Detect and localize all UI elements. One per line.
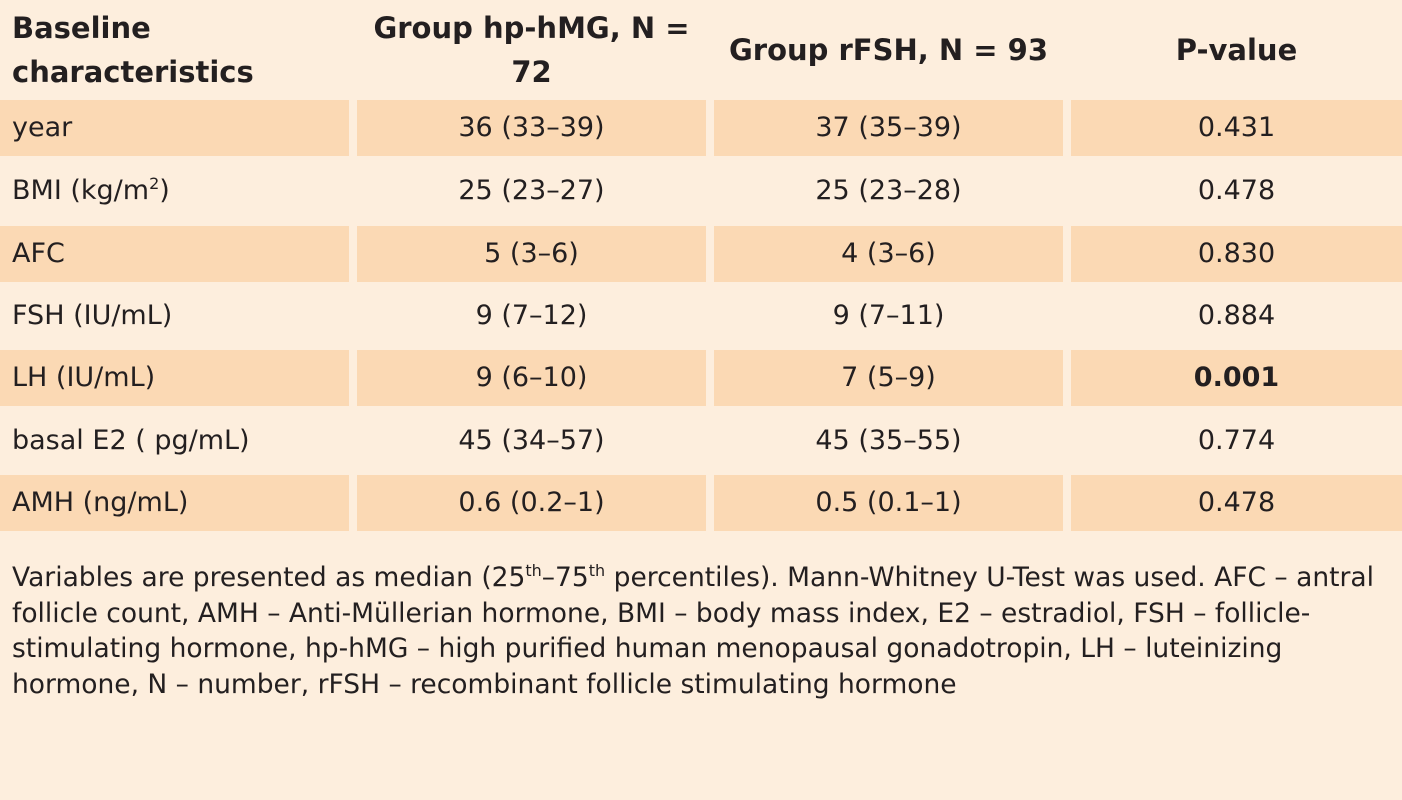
table-header: Baseline characteristics Group hp-hMG, N… <box>0 0 1402 100</box>
cell-hp-hmg: 36 (33–39) <box>357 100 706 156</box>
cell-p-value: 0.830 <box>1071 226 1402 282</box>
cell-rfsh: 37 (35–39) <box>714 100 1063 156</box>
header-group-hp-hmg: Group hp-hMG, N = 72 <box>373 11 690 89</box>
cell-hp-hmg: 5 (3–6) <box>357 226 706 282</box>
cell-hp-hmg: 45 (34–57) <box>458 425 605 456</box>
table-row: LH (IU/mL) 9 (6–10) 7 (5–9) 0.001 <box>0 350 1402 406</box>
header-group-rfsh: Group rFSH, N = 93 <box>728 33 1049 67</box>
cell-p-value: 0.478 <box>1197 175 1276 206</box>
cell-hp-hmg: 9 (6–10) <box>357 350 706 406</box>
header-p-value: P-value <box>1175 33 1298 67</box>
cell-rfsh: 4 (3–6) <box>714 226 1063 282</box>
table-row: AMH (ng/mL) 0.6 (0.2–1) 0.5 (0.1–1) 0.478 <box>0 475 1402 531</box>
row-label: LH (IU/mL) <box>0 350 349 406</box>
table-row: BMI (kg/m2) 25 (23–27) 25 (23–28) 0.478 <box>0 163 1402 219</box>
cell-p-value: 0.774 <box>1197 425 1276 456</box>
cell-rfsh: 25 (23–28) <box>815 175 962 206</box>
table-footnote: Variables are presented as median (25th–… <box>12 561 1375 700</box>
row-label: AMH (ng/mL) <box>0 475 349 531</box>
row-label: BMI (kg/m2) <box>12 174 170 206</box>
table-row: basal E2 ( pg/mL) 45 (34–57) 45 (35–55) 0.7… <box>0 413 1402 469</box>
header-baseline-characteristics: Baseline characteristics <box>12 11 254 89</box>
cell-hp-hmg: 25 (23–27) <box>458 175 605 206</box>
cell-rfsh: 9 (7–11) <box>832 300 945 331</box>
cell-rfsh: 7 (5–9) <box>714 350 1063 406</box>
row-label: year <box>0 100 349 156</box>
row-label: AFC <box>0 226 349 282</box>
table-row: FSH (IU/mL) 9 (7–12) 9 (7–11) 0.884 <box>0 288 1402 344</box>
cell-p-value: 0.001 <box>1071 350 1402 406</box>
cell-p-value: 0.478 <box>1071 475 1402 531</box>
row-label: FSH (IU/mL) <box>12 300 173 331</box>
cell-rfsh: 0.5 (0.1–1) <box>714 475 1063 531</box>
cell-rfsh: 45 (35–55) <box>815 425 962 456</box>
cell-hp-hmg: 9 (7–12) <box>475 300 588 331</box>
row-label: basal E2 ( pg/mL) <box>12 425 250 456</box>
cell-p-value: 0.884 <box>1197 300 1276 331</box>
table-row: year 36 (33–39) 37 (35–39) 0.431 <box>0 100 1402 156</box>
cell-p-value: 0.431 <box>1071 100 1402 156</box>
table-row: AFC 5 (3–6) 4 (3–6) 0.830 <box>0 226 1402 282</box>
cell-hp-hmg: 0.6 (0.2–1) <box>357 475 706 531</box>
